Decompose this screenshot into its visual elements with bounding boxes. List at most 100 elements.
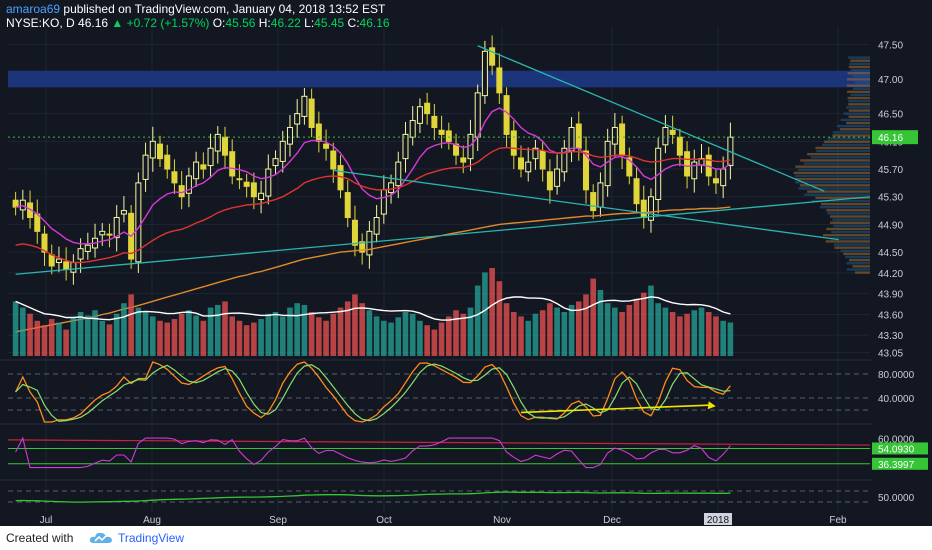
volume-bar-2 — [27, 313, 33, 356]
profile-bar-50 — [848, 115, 870, 118]
profile-bar-10 — [825, 240, 870, 243]
profile-bar-32 — [793, 171, 870, 175]
open-label: O: — [212, 16, 226, 30]
tradingview-brand[interactable]: TradingView — [118, 531, 185, 545]
trendline-2 — [333, 169, 839, 241]
oscillator-pane — [8, 490, 870, 503]
candle-body-46 — [344, 192, 351, 219]
time-tick-4: Nov — [493, 515, 511, 526]
volume-bar-66 — [489, 268, 495, 356]
profile-bar-24 — [815, 196, 870, 200]
time-axis: Jul Aug Sep Oct Nov Dec 2018 Feb — [0, 512, 932, 526]
volume-bar-64 — [474, 285, 481, 356]
candle-body-31 — [236, 178, 243, 181]
candle-body-68 — [503, 95, 510, 135]
candle-body-42 — [315, 123, 322, 142]
price-tick-12: 43.05 — [878, 349, 903, 360]
profile-bar-58 — [847, 90, 870, 94]
profile-bar-0 — [854, 271, 870, 274]
trendlines — [8, 45, 871, 275]
candle-body-37 — [279, 140, 286, 162]
profile-bar-2 — [852, 265, 870, 268]
volume-profile — [793, 56, 870, 274]
candle-body-27 — [207, 147, 214, 167]
volume-bar-87 — [640, 292, 647, 356]
candle-body-54 — [402, 133, 409, 160]
candle-body-21 — [164, 154, 171, 170]
volume-bar-69 — [510, 312, 517, 356]
volume-bar-26 — [200, 320, 207, 356]
volume-bar-25 — [193, 315, 199, 356]
profile-bar-34 — [795, 165, 870, 168]
low-label: L: — [304, 16, 315, 30]
profile-bar-27 — [798, 187, 870, 190]
candle-body-83 — [611, 126, 618, 145]
author-name[interactable]: amaroa69 — [6, 2, 61, 16]
volume-bar-73 — [539, 310, 546, 356]
candle-body-73 — [539, 150, 546, 170]
volume-bar-45 — [337, 307, 344, 356]
rsi-level-tag-1 — [872, 457, 928, 470]
price-axis-bg — [872, 22, 932, 526]
profile-bar-1 — [846, 268, 870, 271]
tradingview-cloud-icon[interactable] — [88, 530, 114, 546]
candle-body-12 — [99, 230, 106, 236]
stoch-tick-1: 40.0000 — [878, 394, 915, 405]
profile-bar-16 — [830, 221, 870, 224]
candle-body-77 — [568, 126, 575, 152]
candle-body-90 — [662, 126, 669, 146]
volume-bar-62 — [460, 313, 467, 356]
volume-bar-94 — [691, 310, 698, 356]
volume-bar-20 — [157, 320, 163, 356]
volume-bar-49 — [366, 310, 373, 356]
candle-body-86 — [633, 178, 640, 205]
profile-bar-20 — [826, 209, 870, 212]
candle-body-22 — [171, 171, 178, 184]
candle-body-47 — [351, 219, 358, 246]
volume-bar-55 — [409, 313, 416, 356]
volume-bar-67 — [496, 281, 503, 356]
volume-bar-93 — [684, 313, 690, 356]
volume-bar-43 — [323, 320, 329, 356]
moving-averages — [15, 107, 731, 333]
candle-body-44 — [330, 150, 337, 170]
price-tick-10: 43.60 — [878, 310, 903, 321]
up-arrow-icon: ▲ — [111, 16, 124, 30]
candle-body-66 — [489, 47, 496, 66]
high-value: 46.22 — [270, 16, 301, 30]
price-tick-6: 44.90 — [878, 220, 903, 231]
price-tick-0: 47.50 — [878, 40, 903, 51]
symbol-label[interactable]: NYSE:KO, D — [6, 16, 75, 30]
profile-bar-39 — [816, 149, 870, 153]
candle-body-72 — [532, 147, 539, 160]
volume-bar-10 — [85, 315, 91, 356]
chart-canvas[interactable]: 47.5047.0046.5046.1045.7045.3044.9044.50… — [0, 0, 932, 526]
last-price-tag-label: 46.16 — [878, 133, 903, 144]
stoch-tick-0: 80.0000 — [878, 370, 915, 381]
volume-bar-9 — [77, 312, 84, 356]
volume-bar-90 — [662, 307, 669, 356]
candle-body-5 — [48, 254, 55, 267]
price-tick-8: 44.20 — [878, 269, 903, 280]
volume-bar-98 — [720, 320, 726, 356]
volume-bar-39 — [294, 303, 300, 356]
candle-body-78 — [575, 123, 582, 149]
profile-bar-30 — [795, 177, 870, 181]
candle-body-15 — [120, 210, 127, 215]
profile-bar-68 — [850, 59, 870, 62]
time-tick-1: Aug — [143, 515, 161, 526]
candle-body-55 — [409, 120, 416, 138]
candle-body-14 — [113, 217, 120, 239]
volume-bar-57 — [424, 325, 430, 356]
volume-bar-3 — [34, 320, 41, 356]
profile-bar-21 — [819, 205, 870, 209]
close-value: 46.16 — [359, 16, 390, 30]
trendline-0 — [15, 196, 871, 275]
candle-body-8 — [70, 262, 77, 273]
profile-bar-29 — [795, 181, 870, 184]
volume-bar-61 — [453, 310, 459, 356]
close-label: C: — [347, 16, 360, 30]
volume-bar-23 — [178, 313, 185, 356]
profile-bar-28 — [799, 184, 870, 187]
